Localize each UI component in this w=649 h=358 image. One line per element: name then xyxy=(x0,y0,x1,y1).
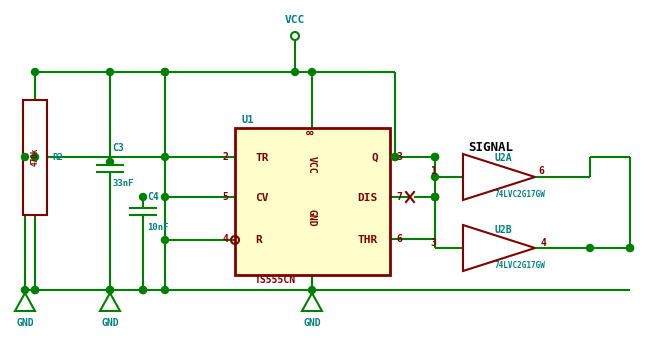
Bar xyxy=(23,100,47,215)
Text: U2B: U2B xyxy=(495,225,513,235)
Text: 6: 6 xyxy=(396,234,402,244)
Text: THR: THR xyxy=(358,235,378,245)
Circle shape xyxy=(32,286,38,294)
Text: 4: 4 xyxy=(541,238,547,248)
Circle shape xyxy=(162,286,169,294)
Text: 3: 3 xyxy=(430,238,436,248)
Circle shape xyxy=(626,245,633,252)
Text: TR: TR xyxy=(255,153,269,163)
Text: 74LVC2G17GW: 74LVC2G17GW xyxy=(495,189,546,198)
Text: GND: GND xyxy=(16,318,34,328)
Circle shape xyxy=(21,154,29,160)
Circle shape xyxy=(106,68,114,76)
Text: 2: 2 xyxy=(222,152,228,162)
Text: 3: 3 xyxy=(396,152,402,162)
Circle shape xyxy=(391,154,398,160)
Text: 6: 6 xyxy=(538,166,544,176)
Circle shape xyxy=(32,154,38,160)
Text: C4: C4 xyxy=(147,192,159,202)
Circle shape xyxy=(162,68,169,76)
Text: Q: Q xyxy=(371,153,378,163)
Bar xyxy=(235,128,390,275)
Text: U2A: U2A xyxy=(495,153,513,163)
Circle shape xyxy=(391,154,398,160)
Circle shape xyxy=(432,154,439,160)
Circle shape xyxy=(21,286,29,294)
Circle shape xyxy=(162,194,169,200)
Text: 1: 1 xyxy=(430,166,436,176)
Circle shape xyxy=(106,286,114,294)
Circle shape xyxy=(106,159,114,165)
Text: GND: GND xyxy=(303,318,321,328)
Circle shape xyxy=(162,154,169,160)
Text: 10nF: 10nF xyxy=(147,223,169,232)
Text: 5: 5 xyxy=(222,192,228,202)
Circle shape xyxy=(140,286,147,294)
Circle shape xyxy=(432,154,439,160)
Text: DIS: DIS xyxy=(358,193,378,203)
Circle shape xyxy=(432,194,439,200)
Text: 7: 7 xyxy=(396,192,402,202)
Text: CV: CV xyxy=(255,193,269,203)
Text: GND: GND xyxy=(307,209,317,227)
Text: VCC: VCC xyxy=(307,156,317,174)
Circle shape xyxy=(162,237,169,243)
Text: 470k: 470k xyxy=(31,148,40,166)
Circle shape xyxy=(140,286,147,294)
Text: GND: GND xyxy=(101,318,119,328)
Text: VCC: VCC xyxy=(285,15,305,25)
Text: TS555CN: TS555CN xyxy=(255,275,296,285)
Text: SIGNAL: SIGNAL xyxy=(468,140,513,154)
Circle shape xyxy=(587,245,593,252)
Circle shape xyxy=(162,68,169,76)
Circle shape xyxy=(432,194,439,200)
Circle shape xyxy=(308,286,315,294)
Circle shape xyxy=(432,194,439,200)
Text: U1: U1 xyxy=(242,115,254,125)
Circle shape xyxy=(32,68,38,76)
Circle shape xyxy=(432,174,439,180)
Circle shape xyxy=(626,245,633,252)
Circle shape xyxy=(308,68,315,76)
Text: R2: R2 xyxy=(52,153,63,161)
Circle shape xyxy=(106,286,114,294)
Text: R: R xyxy=(255,235,262,245)
Text: C3: C3 xyxy=(112,143,124,153)
Text: 4: 4 xyxy=(222,234,228,244)
Text: ∞: ∞ xyxy=(306,126,313,140)
Circle shape xyxy=(140,194,147,200)
Text: 33nF: 33nF xyxy=(112,179,134,188)
Circle shape xyxy=(291,68,299,76)
Text: 74LVC2G17GW: 74LVC2G17GW xyxy=(495,261,546,270)
Circle shape xyxy=(32,286,38,294)
